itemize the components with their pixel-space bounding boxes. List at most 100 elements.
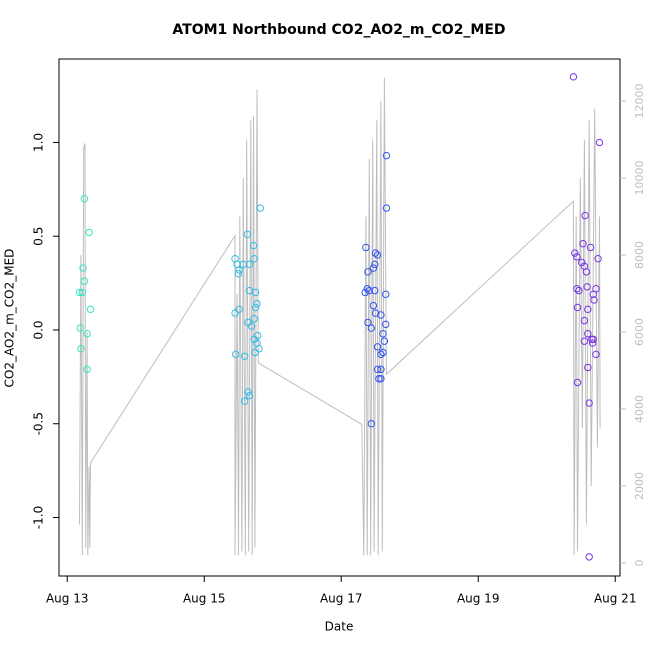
data-point [589, 290, 597, 299]
data-point [235, 305, 243, 314]
data-point [573, 253, 581, 261]
data-point [244, 388, 252, 396]
data-point [245, 391, 254, 400]
data-point [373, 251, 382, 259]
data-point [235, 266, 243, 274]
data-point [83, 365, 91, 374]
data-point [364, 318, 372, 327]
data-point [369, 301, 378, 310]
data-point [234, 270, 243, 278]
data-point [582, 268, 591, 276]
data-point [76, 324, 84, 332]
data-point [361, 288, 369, 297]
data-point [588, 339, 597, 347]
data-point [80, 277, 89, 285]
data-point [584, 363, 592, 372]
y2-tick-label: 6000 [633, 318, 646, 346]
y-tick-label: -0.5 [32, 412, 46, 435]
data-point [247, 322, 256, 330]
data-point [379, 348, 387, 357]
data-point [369, 264, 378, 272]
data-point [364, 268, 372, 276]
data-point [595, 138, 604, 147]
data-point [382, 320, 390, 329]
x-tick-label: Aug 13 [46, 592, 89, 606]
data-point [78, 288, 86, 297]
x-tick-label: Aug 19 [457, 592, 500, 606]
data-point [594, 255, 602, 263]
data-point [371, 249, 380, 257]
data-point [569, 73, 578, 81]
y2-tick-label: 0 [633, 559, 646, 566]
y-axis-label: CO2_AO2_m_CO2_MED [3, 249, 17, 388]
data-point [79, 264, 87, 272]
y2-tick-label: 12000 [633, 84, 646, 119]
data-point [250, 315, 258, 323]
data-point [579, 240, 587, 248]
data-point [256, 204, 265, 212]
data-point [373, 365, 382, 374]
data-point [377, 365, 385, 374]
y-tick-label: -1.0 [32, 506, 46, 529]
data-point [584, 330, 592, 338]
y2-tick-label: 4000 [633, 395, 646, 423]
data-point [240, 397, 249, 405]
data-point [573, 303, 582, 312]
data-point [573, 285, 581, 293]
data-point [367, 420, 376, 428]
data-point [575, 286, 583, 295]
data-point [573, 378, 582, 387]
data-point [589, 335, 597, 344]
x-axis-label: Date [325, 620, 354, 634]
data-point [251, 288, 260, 297]
x-tick-label: Aug 17 [320, 592, 363, 606]
data-point [255, 345, 263, 353]
data-point [250, 255, 258, 263]
data-point [86, 305, 95, 314]
data-point [382, 290, 390, 299]
data-point [80, 195, 89, 203]
data-point [382, 151, 391, 160]
data-point [585, 553, 593, 561]
data-point [580, 337, 589, 345]
data-point [377, 350, 385, 359]
data-point [585, 399, 593, 407]
x-tick-label: Aug 15 [183, 592, 226, 606]
data-point [85, 228, 93, 237]
data-point [377, 311, 385, 319]
data-point [251, 348, 259, 357]
x-tick-label: Aug 21 [594, 592, 637, 606]
data-point [251, 303, 260, 312]
data-point [371, 286, 379, 295]
data-point [240, 352, 249, 360]
y2-tick-label: 2000 [633, 472, 646, 500]
data-point [583, 283, 591, 291]
data-point [231, 309, 239, 317]
data-point [77, 345, 85, 353]
y-tick-label: 0.0 [32, 320, 46, 339]
data-point [243, 230, 252, 239]
y2-tick-label: 8000 [633, 241, 646, 269]
data-point [571, 249, 579, 257]
data-point [581, 211, 589, 220]
data-point [83, 330, 91, 338]
data-point [375, 375, 383, 383]
data-point [249, 241, 258, 250]
y-tick-label: 1.0 [32, 133, 46, 152]
data-point [379, 330, 387, 338]
data-point [586, 243, 595, 252]
data-point [253, 300, 261, 308]
plot-frame [58, 58, 621, 577]
y2-tick-label: 10000 [633, 160, 646, 195]
data-point [75, 288, 84, 297]
data-point [373, 343, 382, 351]
data-point [363, 285, 371, 293]
data-point [377, 375, 385, 383]
data-point [380, 337, 389, 345]
data-point [584, 305, 592, 314]
data-point [382, 204, 391, 212]
data-line [79, 77, 601, 556]
y-tick-label: 0.5 [32, 227, 46, 246]
